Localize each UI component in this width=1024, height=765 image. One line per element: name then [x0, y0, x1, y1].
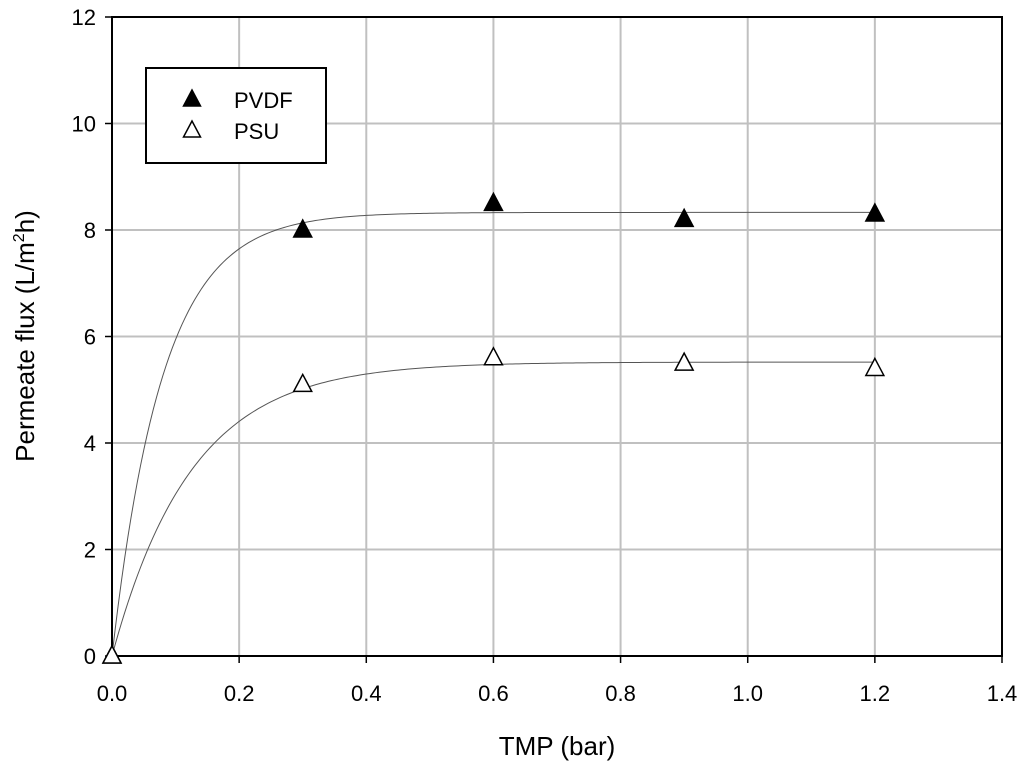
data-point-psu — [292, 372, 313, 393]
legend-label-psu: PSU — [234, 119, 279, 144]
data-point-psu — [101, 644, 123, 664]
legend-label-pvdf: PVDF — [234, 88, 293, 113]
y-tick-label: 12 — [72, 5, 96, 30]
y-tick-label: 6 — [84, 325, 96, 350]
data-point-psu — [483, 346, 504, 366]
y-axis-label: Permeate flux (L/m2h) — [10, 210, 40, 462]
data-point-pvdf — [483, 191, 504, 212]
data-point-pvdf — [292, 218, 313, 238]
fit-curve-pvdf — [111, 211, 875, 657]
data-point-pvdf — [864, 202, 886, 222]
legend-marker-psu — [182, 119, 202, 138]
x-tick-label: 0.2 — [224, 681, 255, 706]
data-point-psu — [864, 356, 886, 377]
x-tick-label: 0.4 — [351, 681, 382, 706]
x-tick-label: 0.8 — [605, 681, 636, 706]
y-tick-label: 10 — [72, 112, 96, 137]
grid — [112, 17, 1002, 656]
y-tick-label: 4 — [84, 431, 96, 456]
x-tick-label: 1.2 — [860, 681, 891, 706]
x-tick-label: 1.4 — [987, 681, 1018, 706]
y-tick-label: 8 — [84, 218, 96, 243]
legend: PVDF PSU — [145, 67, 327, 164]
legend-box — [145, 67, 327, 164]
y-axis-label-superscript: 2 — [11, 233, 28, 242]
y-tick-label: 2 — [84, 538, 96, 563]
y-axis-label-main: Permeate flux (L/m — [10, 242, 40, 462]
x-tick-label: 0.6 — [478, 681, 509, 706]
legend-marker-pvdf — [182, 88, 202, 107]
data-point-pvdf — [673, 207, 695, 228]
data-points — [101, 191, 886, 664]
x-axis-label: TMP (bar) — [499, 731, 616, 761]
ticks: 0.0 0.2 0.4 0.6 0.8 1.0 1.2 1.4 0 2 4 6 8 10 12 — [72, 5, 1018, 706]
y-tick-label: 0 — [84, 644, 96, 669]
data-point-psu — [673, 351, 695, 371]
x-tick-label: 1.0 — [732, 681, 763, 706]
x-tick-label: 0.0 — [97, 681, 128, 706]
y-axis-label-tail: h) — [10, 210, 40, 233]
